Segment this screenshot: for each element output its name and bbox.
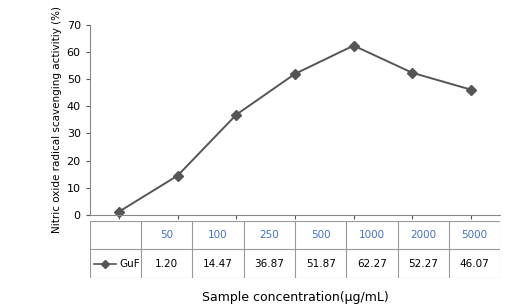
Text: 14.47: 14.47 (203, 258, 233, 269)
Text: 2000: 2000 (410, 230, 436, 240)
Text: 46.07: 46.07 (460, 258, 489, 269)
Text: 250: 250 (260, 230, 279, 240)
Text: 1000: 1000 (359, 230, 385, 240)
Text: 5000: 5000 (462, 230, 487, 240)
Text: 51.87: 51.87 (306, 258, 336, 269)
Text: 52.27: 52.27 (408, 258, 438, 269)
Text: 36.87: 36.87 (254, 258, 284, 269)
Text: 62.27: 62.27 (357, 258, 387, 269)
Y-axis label: Nitric oxide radical scavenging activitiy (%): Nitric oxide radical scavenging activiti… (52, 6, 63, 233)
Text: 500: 500 (311, 230, 330, 240)
Text: 1.20: 1.20 (155, 258, 179, 269)
Text: 100: 100 (208, 230, 228, 240)
Text: Sample concentration(µg/mL): Sample concentration(µg/mL) (202, 291, 388, 304)
Text: GuF: GuF (120, 258, 140, 269)
Text: 50: 50 (160, 230, 173, 240)
FancyBboxPatch shape (90, 221, 500, 278)
